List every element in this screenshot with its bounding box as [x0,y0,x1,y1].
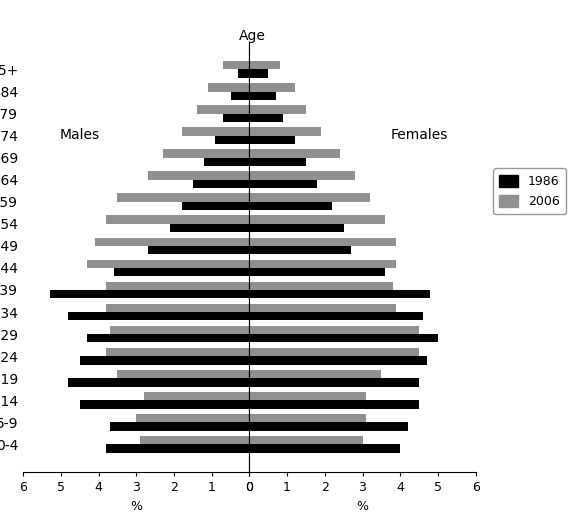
Bar [68,378,249,387]
Bar [50,290,249,298]
Bar [249,194,370,202]
Bar [117,194,249,202]
Bar [249,158,306,166]
Bar [249,282,393,290]
Bar [249,70,268,78]
Bar [114,268,249,276]
Bar [230,91,249,100]
Bar [249,304,396,312]
Bar [249,334,438,343]
Bar [182,202,249,210]
Bar [147,171,249,180]
Bar [110,326,249,334]
Bar [208,83,249,91]
Bar [249,61,280,70]
Bar [162,149,249,158]
Bar [204,158,249,166]
Bar [136,414,249,422]
Bar [197,105,249,114]
Bar [249,202,332,210]
Bar [249,238,396,246]
Bar [249,422,408,431]
Bar [249,180,317,188]
Bar [68,312,249,320]
Bar [117,370,249,378]
Bar [106,304,249,312]
Bar [140,436,249,444]
Bar [80,356,249,364]
Bar [110,422,249,431]
Bar [249,356,426,364]
X-axis label: %: % [357,500,368,513]
Bar [249,378,419,387]
Bar [87,334,249,343]
Bar [249,246,351,254]
Bar [249,215,385,224]
X-axis label: %: % [130,500,142,513]
Bar [238,70,249,78]
Bar [223,61,249,70]
Bar [249,268,385,276]
Bar [249,83,295,91]
Bar [106,215,249,224]
Bar [249,392,367,400]
Text: Females: Females [390,128,448,142]
Bar [249,127,321,135]
Bar [249,436,362,444]
Bar [249,171,355,180]
Bar [193,180,249,188]
Bar [144,392,249,400]
Bar [182,127,249,135]
Bar [106,282,249,290]
Bar [106,348,249,356]
Bar [249,370,382,378]
Bar [249,260,396,268]
Bar [249,348,419,356]
Bar [249,91,276,100]
Bar [223,114,249,122]
Bar [80,400,249,408]
Bar [249,400,419,408]
Bar [249,105,306,114]
Bar [147,246,249,254]
Legend: 1986, 2006: 1986, 2006 [493,168,566,214]
Bar [249,326,419,334]
Bar [249,135,295,144]
Bar [106,444,249,453]
Bar [249,290,430,298]
Bar [249,114,283,122]
Bar [249,312,423,320]
Bar [249,149,340,158]
Bar [171,224,249,232]
Text: Males: Males [60,128,100,142]
Bar [249,224,343,232]
Bar [249,414,367,422]
Bar [95,238,249,246]
Bar [215,135,249,144]
Bar [249,444,400,453]
Text: Age: Age [239,29,266,43]
Bar [87,260,249,268]
